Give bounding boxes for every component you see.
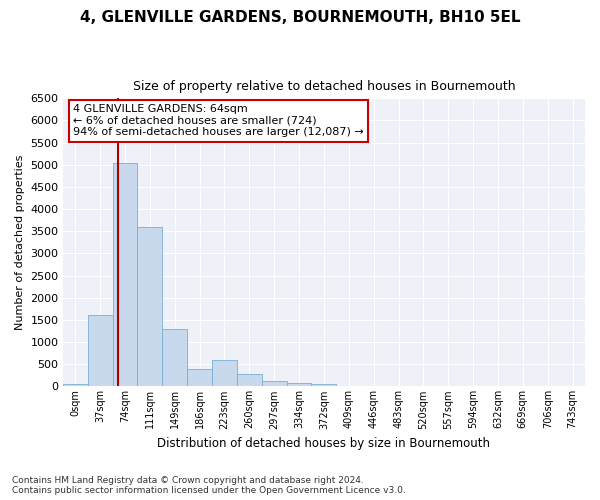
Text: 4 GLENVILLE GARDENS: 64sqm
← 6% of detached houses are smaller (724)
94% of semi: 4 GLENVILLE GARDENS: 64sqm ← 6% of detac… (73, 104, 364, 138)
Bar (88, 316, 113, 386)
Bar (137, 227, 163, 386)
Text: Contains HM Land Registry data © Crown copyright and database right 2024.
Contai: Contains HM Land Registry data © Crown c… (12, 476, 406, 495)
Bar (262, 380, 287, 386)
Bar (63, 384, 88, 386)
Text: 4, GLENVILLE GARDENS, BOURNEMOUTH, BH10 5EL: 4, GLENVILLE GARDENS, BOURNEMOUTH, BH10 … (80, 10, 520, 25)
Bar (311, 384, 337, 386)
Y-axis label: Number of detached properties: Number of detached properties (15, 154, 25, 330)
Bar (237, 374, 262, 386)
Title: Size of property relative to detached houses in Bournemouth: Size of property relative to detached ho… (133, 80, 515, 93)
X-axis label: Distribution of detached houses by size in Bournemouth: Distribution of detached houses by size … (157, 437, 490, 450)
Bar (187, 368, 212, 386)
Bar (212, 360, 237, 386)
Bar (163, 329, 187, 386)
Bar (113, 162, 137, 386)
Bar (287, 383, 311, 386)
